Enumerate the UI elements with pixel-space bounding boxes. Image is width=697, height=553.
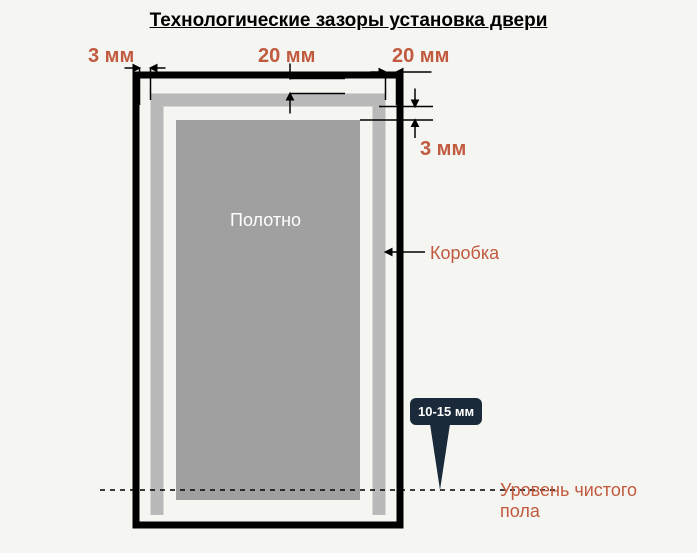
dim-right-label: 20 мм <box>392 45 449 68</box>
floor-gap-badge: 10-15 мм <box>410 398 482 425</box>
leaf-label: Полотно <box>230 210 301 231</box>
dim-left-label: 3 мм <box>88 45 134 68</box>
diagram-svg <box>0 0 697 553</box>
dim-leaf-top-label: 3 мм <box>420 138 466 161</box>
frame-label: Коробка <box>430 243 499 264</box>
floor-label: Уровень чистого пола <box>500 480 670 522</box>
dim-top-label: 20 мм <box>258 45 315 68</box>
door-leaf-rect <box>176 120 360 500</box>
floor-gap-pointer <box>430 424 450 490</box>
